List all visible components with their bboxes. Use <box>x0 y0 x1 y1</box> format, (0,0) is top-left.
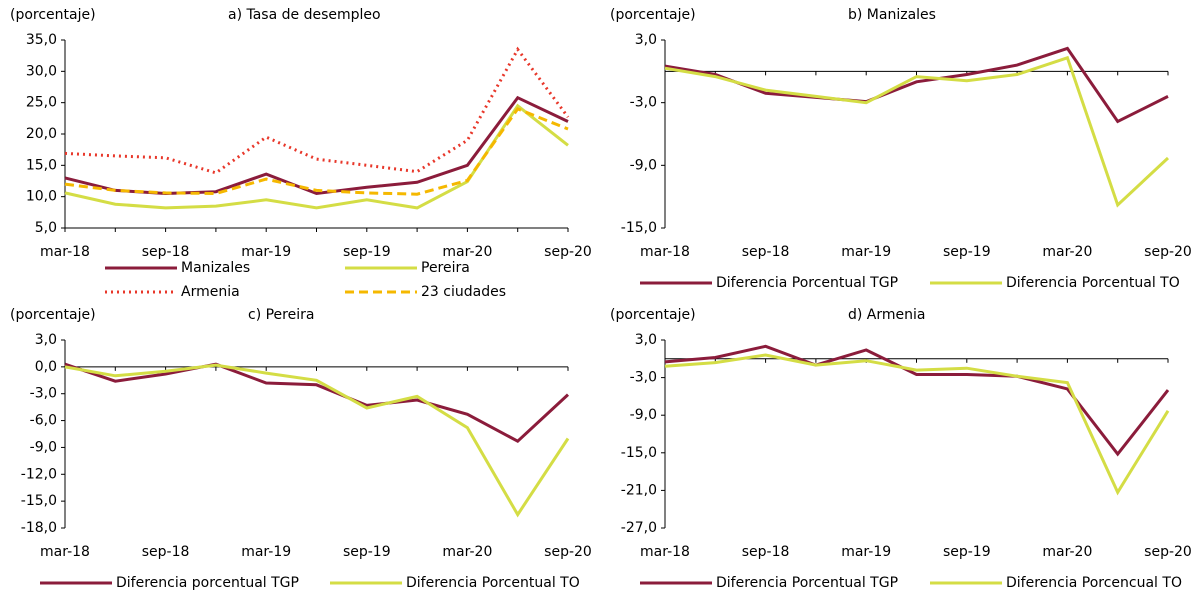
y-axis-label: (porcentaje) <box>10 7 96 23</box>
y-tick-label: -9,0 <box>30 439 57 455</box>
y-tick-label: -3,0 <box>630 95 657 111</box>
legend-label: Armenia <box>181 284 240 300</box>
chart-title: c) Pereira <box>248 307 314 323</box>
y-tick-label: 10,0 <box>26 189 57 205</box>
y-tick-label: 30,0 <box>26 63 57 79</box>
series-line <box>64 363 570 518</box>
x-tick-label: mar-18 <box>640 544 690 560</box>
y-tick-label: -15,0 <box>621 220 657 236</box>
y-tick-label: -15,0 <box>21 493 57 509</box>
x-tick-label: mar-20 <box>1042 544 1092 560</box>
y-tick-label: 3,0 <box>635 32 657 48</box>
y-tick-label: -3,0 <box>30 386 57 402</box>
y-tick-label: 15,0 <box>26 157 57 173</box>
chart-title: b) Manizales <box>848 7 936 23</box>
x-tick-label: sep-19 <box>943 544 991 560</box>
series-line <box>64 46 570 175</box>
y-tick-label: 0,0 <box>35 359 57 375</box>
legend-label: Manizales <box>181 260 250 276</box>
x-tick-label: sep-19 <box>343 544 391 560</box>
legend-label: Diferencia Porcencual TO <box>1006 575 1182 591</box>
y-tick-label: 5,0 <box>35 220 57 236</box>
x-tick-label: sep-20 <box>1144 544 1192 560</box>
y-tick-label: -18,0 <box>21 520 57 536</box>
y-tick-label: 25,0 <box>26 95 57 111</box>
series-line <box>664 55 1170 208</box>
x-tick-label: mar-19 <box>841 244 891 260</box>
x-tick-label: sep-19 <box>943 244 991 260</box>
legend-label: Diferencia Porcentual TO <box>1006 275 1180 291</box>
series-line <box>664 353 1170 496</box>
x-tick-label: sep-20 <box>544 244 592 260</box>
y-axis-label: (porcentaje) <box>610 7 696 23</box>
y-tick-label: -3,0 <box>630 370 657 386</box>
series-line <box>64 107 569 196</box>
x-tick-label: mar-20 <box>442 544 492 560</box>
y-tick-label: 3,0 <box>635 332 657 348</box>
legend-label: Pereira <box>421 260 470 276</box>
x-tick-label: mar-19 <box>241 244 291 260</box>
y-axis-label: (porcentaje) <box>10 307 96 323</box>
x-tick-label: mar-19 <box>241 544 291 560</box>
x-tick-label: sep-18 <box>742 544 790 560</box>
chart-title: d) Armenia <box>848 307 925 323</box>
chart-title: a) Tasa de desempleo <box>228 7 381 23</box>
series-line <box>664 46 1169 124</box>
y-tick-label: 20,0 <box>26 126 57 142</box>
x-tick-label: sep-20 <box>544 544 592 560</box>
y-tick-label: -15,0 <box>621 445 657 461</box>
y-tick-label: -9,0 <box>630 157 657 173</box>
legend-label: Diferencia porcentual TGP <box>116 575 299 591</box>
x-tick-label: mar-20 <box>1042 244 1092 260</box>
x-tick-label: mar-20 <box>442 244 492 260</box>
legend-label: Diferencia Porcentual TGP <box>716 575 898 591</box>
legend-label: Diferencia Porcentual TO <box>406 575 580 591</box>
x-tick-label: sep-18 <box>142 544 190 560</box>
x-tick-label: mar-18 <box>40 544 90 560</box>
y-tick-label: -6,0 <box>30 413 57 429</box>
legend-label: 23 ciudades <box>421 284 506 300</box>
y-tick-label: -9,0 <box>630 407 657 423</box>
series-line <box>64 362 570 444</box>
x-tick-label: sep-18 <box>742 244 790 260</box>
x-tick-label: sep-20 <box>1144 244 1192 260</box>
y-tick-label: 3,0 <box>35 332 57 348</box>
y-tick-label: -12,0 <box>21 466 57 482</box>
x-tick-label: mar-18 <box>640 244 690 260</box>
x-tick-label: mar-18 <box>40 244 90 260</box>
series-line <box>664 344 1170 457</box>
legend-label: Diferencia Porcentual TGP <box>716 275 898 291</box>
y-axis-label: (porcentaje) <box>610 307 696 323</box>
y-tick-label: 35,0 <box>26 32 57 48</box>
x-tick-label: sep-18 <box>142 244 190 260</box>
y-tick-label: -21,0 <box>621 482 657 498</box>
x-tick-label: sep-19 <box>343 244 391 260</box>
y-tick-label: -27,0 <box>621 520 657 536</box>
x-tick-label: mar-19 <box>841 544 891 560</box>
